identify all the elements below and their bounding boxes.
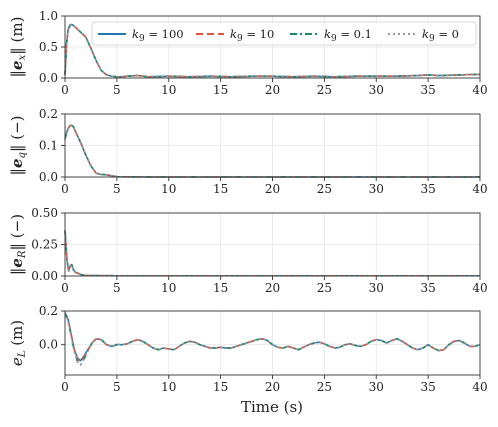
legend: k9 = 100 k9 = 10 k9 = 0.1 k9 = 0 [91, 21, 477, 46]
legend-label: k9 = 100 [132, 27, 184, 44]
y-tick-label: 1.0 [39, 9, 58, 23]
x-tick-label: 20 [265, 380, 280, 394]
x-tick-label: 5 [113, 281, 121, 295]
x-tick-label: 25 [317, 380, 332, 394]
series-line [64, 230, 480, 277]
y-tick-label: 0.2 [39, 107, 58, 121]
y-tick-label: 0.50 [31, 206, 58, 220]
x-tick-label: 35 [420, 281, 435, 295]
x-tick-label: 30 [369, 281, 384, 295]
x-tick-label: 20 [265, 281, 280, 295]
x-tick-label: 5 [113, 83, 121, 97]
y-tick-label: 0.5 [39, 40, 58, 54]
y-tick-label: 0.0 [39, 71, 58, 85]
x-tick-label: 35 [420, 182, 435, 196]
x-axis-label: Time (s) [241, 398, 303, 416]
panels-group: 0 5 10 15 20 25 30 35 40 0.0 0.5 1.0 ‖ex‖ (m) 0 5 10 15 2… [8, 9, 488, 394]
y-axis-label: ‖eR‖ (−) [8, 214, 28, 275]
x-tick-label: 30 [369, 182, 384, 196]
x-tick-label: 40 [472, 83, 487, 97]
x-tick-label: 40 [472, 380, 487, 394]
x-tick-label: 25 [317, 281, 332, 295]
x-tick-label: 0 [61, 83, 69, 97]
y-tick-label: 0.0 [39, 338, 58, 352]
x-tick-label: 15 [213, 380, 228, 394]
x-tick-label: 0 [61, 380, 69, 394]
x-tick-label: 30 [369, 83, 384, 97]
x-tick-label: 5 [113, 380, 121, 394]
x-tick-label: 10 [161, 83, 176, 97]
series-group [64, 312, 481, 366]
x-tick-label: 15 [213, 182, 228, 196]
panel-2: 0 5 10 15 20 25 30 35 40 0.0 0.1 0.2 ‖eq‖ (−) [8, 107, 488, 196]
x-tick-label: 35 [420, 380, 435, 394]
x-tick-label: 10 [161, 380, 176, 394]
series-line [64, 23, 481, 78]
x-tick-label: 0 [61, 182, 69, 196]
x-tick-label: 20 [265, 182, 280, 196]
y-axis-label: ‖eq‖ (−) [8, 116, 28, 176]
x-tick-label: 30 [369, 380, 384, 394]
x-tick-label: 40 [472, 281, 487, 295]
x-tick-label: 35 [420, 83, 435, 97]
y-tick-label: 0.2 [39, 304, 58, 318]
x-tick-label: 25 [317, 83, 332, 97]
x-tick-label: 10 [161, 281, 176, 295]
x-tick-label: 5 [113, 182, 121, 196]
legend-box [91, 21, 477, 46]
x-tick-label: 20 [265, 83, 280, 97]
x-tick-label: 10 [161, 182, 176, 196]
series-line [64, 312, 481, 366]
y-tick-label: 0.1 [39, 139, 58, 153]
panel-3: 0 5 10 15 20 25 30 35 40 0.00 0.25 0.50‖eR‖ (−) [8, 206, 488, 295]
y-tick-label: 0.0 [39, 170, 58, 184]
legend-label: k9 = 10 [230, 27, 274, 44]
x-tick-label: 15 [213, 281, 228, 295]
y-tick-label: 0.25 [31, 238, 58, 252]
legend-label: k9 = 0.1 [324, 27, 372, 44]
x-tick-label: 40 [472, 182, 487, 196]
x-tick-label: 15 [213, 83, 228, 97]
y-axis-label: ‖ex‖ (m) [8, 17, 28, 78]
x-tick-label: 25 [317, 182, 332, 196]
x-tick-label: 0 [61, 281, 69, 295]
y-tick-label: 0.00 [31, 269, 58, 283]
series-group [64, 23, 481, 78]
y-axis-label: eL (m) [8, 320, 28, 366]
legend-label: k9 = 0 [422, 27, 459, 44]
panel-4: 0 5 10 15 20 25 30 35 40 0.0 0.2 eL (m) [8, 304, 488, 394]
